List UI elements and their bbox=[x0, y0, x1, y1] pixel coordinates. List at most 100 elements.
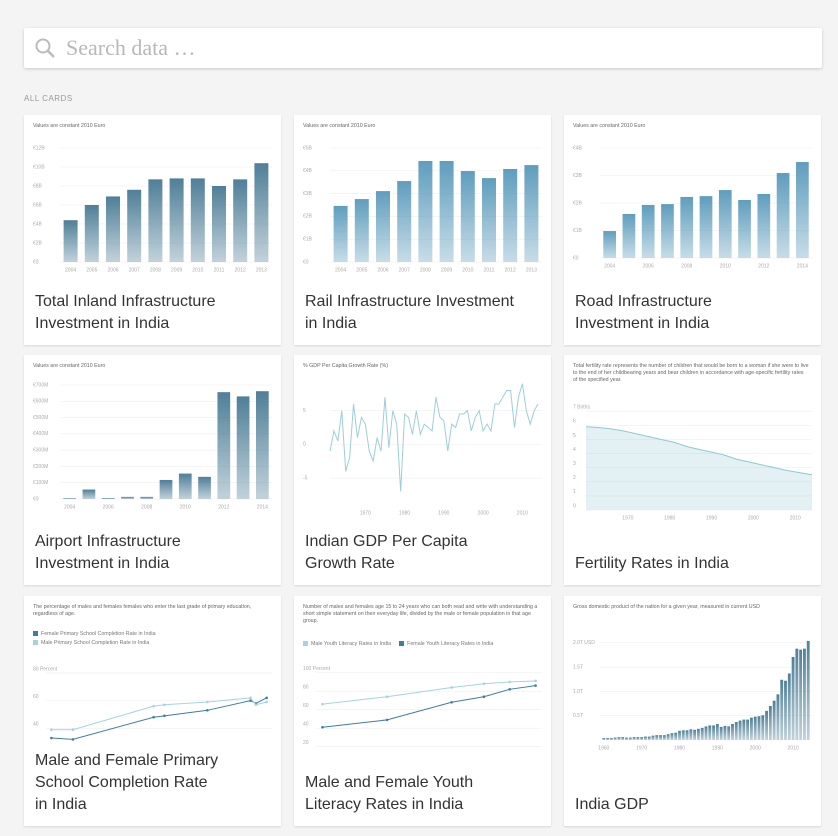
bar bbox=[757, 193, 771, 258]
point bbox=[534, 679, 537, 683]
bar bbox=[641, 204, 655, 258]
legend-label: Male Youth Literacy Rates in India bbox=[311, 641, 392, 647]
bar bbox=[190, 178, 205, 262]
bar bbox=[602, 738, 606, 740]
x-tick-label: 1970 bbox=[636, 745, 647, 751]
chart-caption: Gross domestic product of the nation for… bbox=[573, 604, 760, 610]
x-tick-label: 1960 bbox=[598, 745, 609, 751]
chart: €0 €2B €4B €6B €8B €10B €12B 2004 2005 2006 2007 20… bbox=[33, 145, 272, 273]
point bbox=[321, 725, 324, 729]
y-tick-label: €0 bbox=[573, 255, 579, 261]
x-tick-label: 2006 bbox=[107, 267, 118, 273]
card-title-line: in India bbox=[305, 315, 357, 332]
card-title: Male and Female Youth Literacy Rates in I… bbox=[305, 772, 473, 816]
card[interactable]: 0.5T 1.0T 1.5T 2.0T USD 1960 1970 1980 1990 2000… bbox=[564, 596, 821, 826]
bar bbox=[787, 673, 791, 740]
bar bbox=[738, 199, 751, 258]
bar bbox=[606, 738, 609, 740]
card[interactable]: 40 60 80 Percent The percentage of males an… bbox=[24, 596, 281, 826]
card[interactable]: €0 €100M €200M €300M €400M €500M €600M €700M 200… bbox=[24, 355, 281, 585]
chart: €0 €100M €200M €300M €400M €500M €600M €700M 200… bbox=[33, 382, 272, 510]
bar bbox=[622, 214, 636, 258]
y-tick-label: €0 bbox=[33, 259, 39, 265]
x-tick-label: 2013 bbox=[256, 267, 267, 273]
card[interactable]: 0 1 2 3 4 5 6 7 Births 1970 1980 1990 2000 2010 Total… bbox=[564, 355, 821, 585]
y-tick-label: 1.0T bbox=[573, 689, 583, 695]
bar bbox=[746, 719, 750, 740]
card-title-line: Total Inland Infrastructure bbox=[35, 293, 216, 310]
x-tick-label: 2011 bbox=[214, 267, 225, 273]
bar bbox=[699, 196, 713, 258]
bar bbox=[723, 725, 727, 740]
bar bbox=[738, 720, 742, 740]
point bbox=[71, 728, 75, 731]
y-tick-label: 20 bbox=[303, 740, 309, 746]
bar bbox=[666, 734, 670, 740]
line bbox=[585, 426, 813, 476]
card-title-line: Investment in India bbox=[35, 315, 170, 332]
card[interactable]: 20 40 60 80 100 Percent Number of males and f… bbox=[294, 596, 551, 826]
section-label: ALL CARDS bbox=[24, 94, 73, 103]
point bbox=[206, 709, 209, 712]
card[interactable]: €0 €1B €2B €3B €4B 2004 2006 2008 2010 2012 2014 Va… bbox=[564, 115, 821, 345]
bar bbox=[719, 726, 723, 740]
legend-swatch bbox=[303, 641, 308, 647]
y-tick-label: 100 Percent bbox=[303, 666, 331, 672]
y-tick-label: 0 bbox=[573, 503, 576, 509]
point bbox=[163, 703, 166, 707]
bar bbox=[140, 496, 154, 499]
point bbox=[71, 738, 75, 741]
point bbox=[385, 695, 389, 699]
y-tick-label: €400M bbox=[33, 431, 48, 437]
chart-caption: Number of males and females age 15 to 24… bbox=[303, 604, 538, 624]
bar bbox=[397, 181, 412, 262]
x-tick-label: 2000 bbox=[750, 745, 761, 751]
bar bbox=[791, 656, 795, 740]
x-tick-label: 1970 bbox=[622, 515, 633, 521]
bar bbox=[697, 728, 700, 740]
x-tick-label: 2006 bbox=[377, 267, 388, 273]
bar bbox=[715, 723, 719, 740]
bar bbox=[765, 710, 768, 740]
bar bbox=[708, 725, 712, 740]
bar bbox=[636, 737, 640, 740]
y-tick-label: 1 bbox=[573, 489, 576, 495]
bar bbox=[768, 706, 772, 740]
bar bbox=[796, 162, 809, 258]
bar bbox=[236, 396, 250, 499]
legend-swatch bbox=[33, 640, 38, 646]
search-box[interactable]: Search data … bbox=[24, 28, 822, 68]
y-tick-label: €3B bbox=[573, 173, 583, 179]
x-tick-label: 1990 bbox=[706, 515, 717, 521]
x-tick-label: 2008 bbox=[141, 504, 152, 510]
legend-item: Female Youth Literacy Rates in India bbox=[399, 640, 493, 649]
chart: 0 1 2 3 4 5 6 7 Births 1970 1980 1990 2000 2010 bbox=[573, 405, 813, 521]
chart-caption: Values are constant 2010 Euro bbox=[33, 123, 106, 129]
y-tick-label: 0.5T bbox=[573, 713, 583, 719]
y-tick-label: €300M bbox=[33, 447, 48, 453]
card[interactable]: €0 €2B €4B €6B €8B €10B €12B 2004 2005 2006 2007 20… bbox=[24, 115, 281, 345]
y-tick-label: 2 bbox=[573, 475, 576, 481]
bar bbox=[503, 168, 518, 262]
card[interactable]: €0 €1B €2B €3B €4B €5B 2004 2005 2006 2007 2008 200… bbox=[294, 115, 551, 345]
point bbox=[249, 699, 252, 702]
chart: 0.5T 1.0T 1.5T 2.0T USD 1960 1970 1980 1990 2000… bbox=[573, 640, 812, 751]
bar bbox=[647, 736, 651, 740]
y-tick-label: 6 bbox=[573, 419, 576, 425]
card-title: Fertility Rates in India bbox=[575, 553, 729, 575]
point bbox=[534, 684, 537, 687]
y-tick-label: €600M bbox=[33, 399, 48, 405]
x-tick-label: 1980 bbox=[674, 745, 685, 751]
card-title-line: in India bbox=[35, 796, 87, 813]
card[interactable]: -5 0 5 1970 1980 1990 2000 2010 % GDP Per Capita… bbox=[294, 355, 551, 585]
bar bbox=[101, 498, 115, 499]
point bbox=[385, 718, 389, 722]
y-tick-label: 1.5T bbox=[573, 664, 583, 670]
card-title-line: Growth Rate bbox=[305, 555, 395, 572]
bar bbox=[482, 178, 496, 262]
bar bbox=[212, 186, 226, 262]
x-tick-label: 2010 bbox=[720, 263, 731, 269]
bar bbox=[772, 700, 776, 740]
y-tick-label: €6B bbox=[33, 202, 43, 208]
